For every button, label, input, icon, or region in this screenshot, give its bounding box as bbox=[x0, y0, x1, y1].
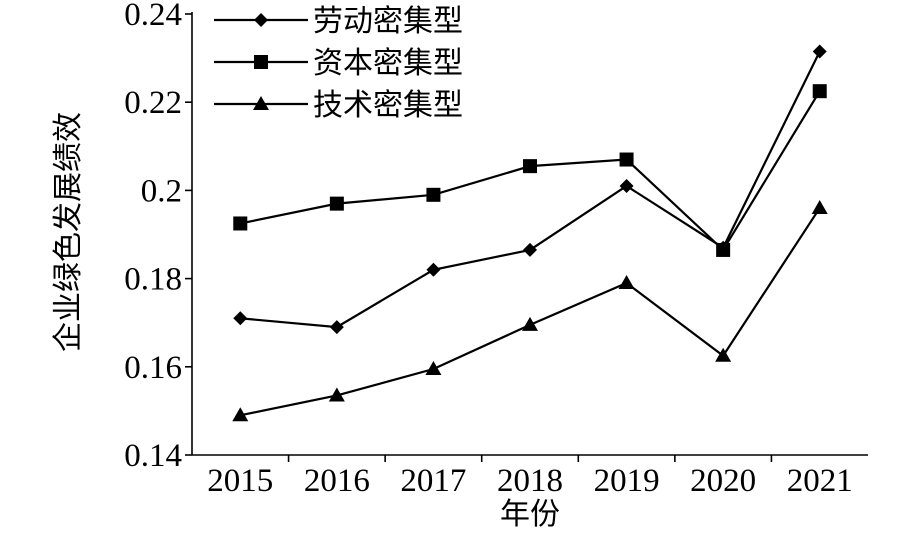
x-tick-label: 2016 bbox=[304, 463, 370, 499]
data-point bbox=[715, 347, 732, 362]
data-point bbox=[426, 262, 441, 277]
y-tick-label: 0.16 bbox=[124, 350, 182, 386]
data-point bbox=[523, 159, 537, 174]
legend-item: 技术密集型 bbox=[214, 88, 463, 123]
data-point bbox=[233, 311, 248, 326]
legend-marker bbox=[253, 96, 269, 110]
y-axis-title: 企业绿色发展绩效 bbox=[51, 112, 86, 352]
data-point bbox=[716, 242, 731, 257]
data-point bbox=[232, 407, 249, 422]
data-point bbox=[329, 320, 344, 335]
legend-label: 资本密集型 bbox=[313, 46, 463, 81]
data-point bbox=[328, 387, 345, 402]
x-tick-label: 2015 bbox=[207, 463, 273, 499]
x-tick-label: 2018 bbox=[497, 463, 563, 499]
data-point bbox=[619, 178, 634, 193]
y-tick-label: 0.14 bbox=[124, 438, 182, 474]
data-point bbox=[618, 275, 635, 290]
x-axis-title: 年份 bbox=[500, 497, 560, 532]
data-point bbox=[811, 200, 828, 215]
series-triangle bbox=[232, 200, 828, 422]
x-tick-label: 2017 bbox=[400, 463, 466, 499]
legend-item: 劳动密集型 bbox=[214, 4, 463, 39]
y-tick-label: 0.22 bbox=[124, 85, 182, 121]
x-tick-label: 2020 bbox=[690, 463, 756, 499]
data-point bbox=[619, 152, 634, 167]
legend-label: 技术密集型 bbox=[313, 88, 463, 123]
legend-marker bbox=[254, 13, 268, 27]
data-point bbox=[426, 187, 441, 202]
data-point bbox=[329, 196, 344, 211]
data-point bbox=[523, 242, 537, 257]
data-point bbox=[812, 84, 827, 99]
x-tick-label: 2021 bbox=[787, 463, 853, 499]
data-point bbox=[233, 216, 248, 231]
legend-item: 资本密集型 bbox=[214, 46, 463, 81]
x-tick-label: 2019 bbox=[594, 463, 660, 499]
legend-marker bbox=[254, 55, 268, 69]
legend-label: 劳动密集型 bbox=[313, 4, 463, 39]
y-axis-ticks: 0.14 0.16 0.18 0.2 0.22 0.24 bbox=[124, 0, 192, 474]
data-point bbox=[522, 316, 538, 331]
y-tick-label: 0.2 bbox=[141, 173, 182, 209]
x-axis-ticks: 2015 2016 2017 2018 2019 2020 2021 bbox=[207, 455, 853, 499]
y-tick-label: 0.18 bbox=[124, 262, 182, 298]
series-layer bbox=[232, 44, 828, 422]
data-point bbox=[812, 44, 827, 59]
y-tick-label: 0.24 bbox=[124, 0, 182, 33]
series-square bbox=[233, 84, 827, 257]
series-line bbox=[240, 207, 821, 417]
data-point bbox=[425, 361, 442, 376]
